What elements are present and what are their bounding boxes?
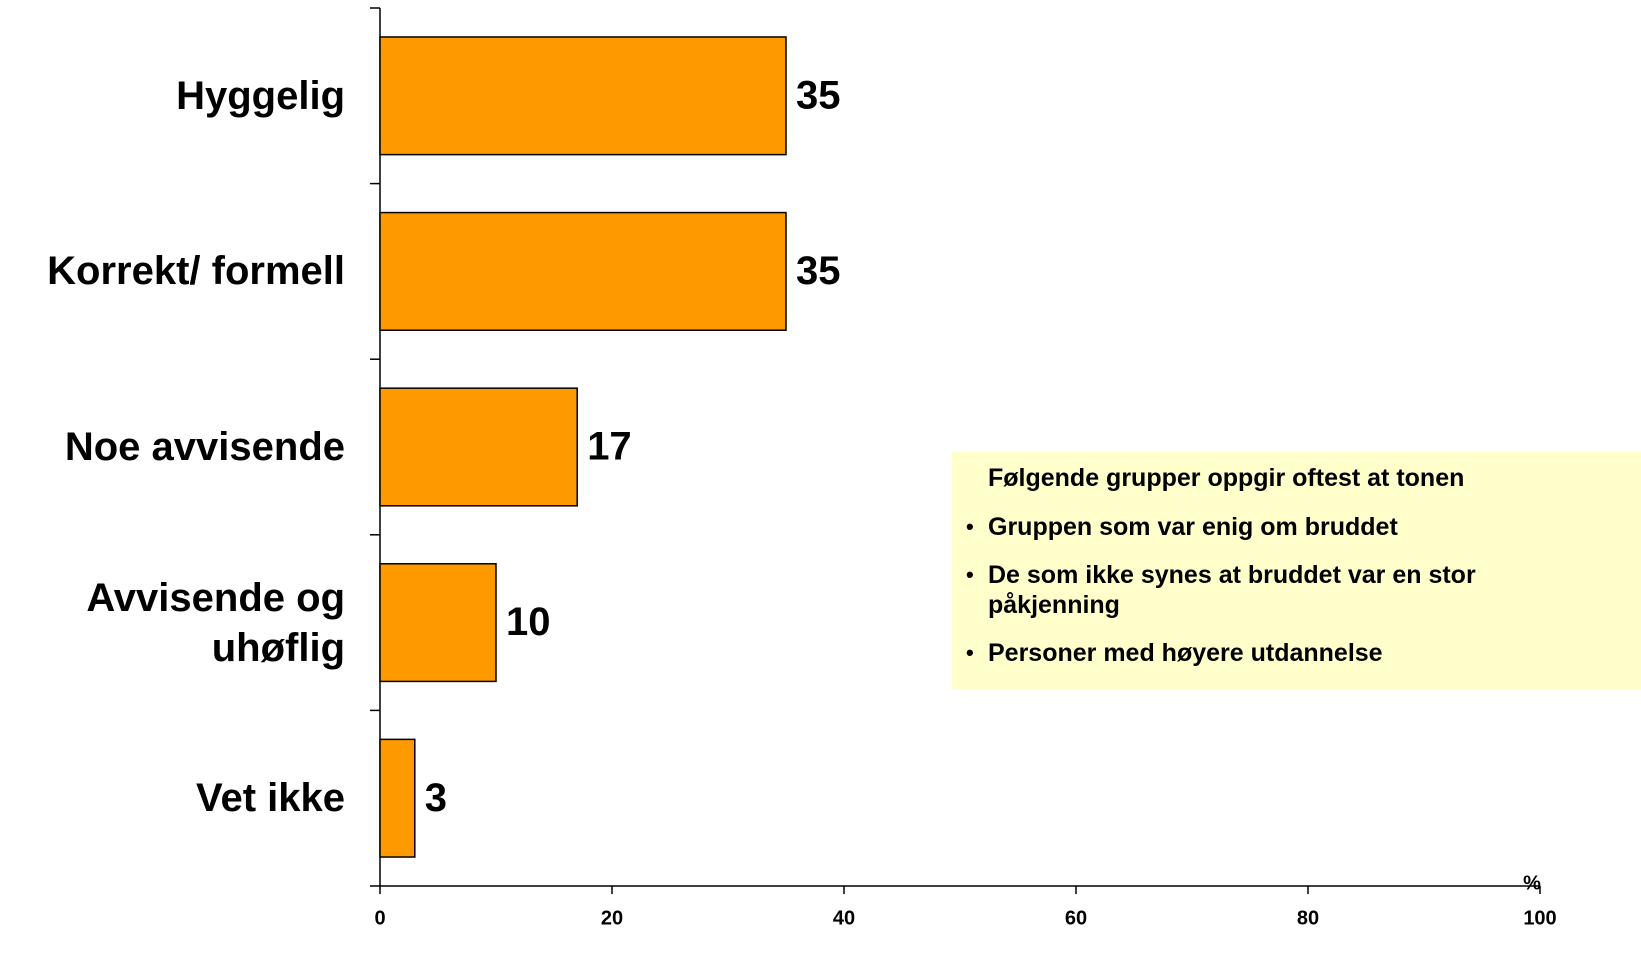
bar — [379, 36, 787, 156]
x-tick-label: 40 — [833, 907, 855, 929]
value-label: 10 — [506, 600, 551, 644]
x-tick-label: 60 — [1065, 907, 1087, 929]
bar — [379, 387, 578, 507]
x-tick-label: 80 — [1297, 907, 1319, 929]
annotation-item: Gruppen som var enig om bruddet — [966, 512, 1566, 542]
bar — [379, 211, 787, 331]
annotation-item: De som ikke synes at bruddet var en stor… — [966, 560, 1566, 620]
annotation-item: Personer med høyere utdannelse — [966, 638, 1566, 668]
category-label: Vet ikke — [195, 776, 345, 821]
x-unit: % — [1523, 872, 1541, 894]
x-tick-label: 100 — [1523, 907, 1556, 929]
category-label: Noe avvisende — [64, 425, 345, 469]
category-label: Korrekt/ formell — [47, 249, 345, 294]
annotation-title: Følgende grupper oppgir oftest at tonen — [988, 464, 1465, 492]
bar — [379, 563, 497, 683]
value-label: 35 — [796, 249, 841, 293]
category-label: Avvisende og uhøflig — [86, 575, 345, 670]
annotation-list: Gruppen som var enig om bruddet De som ik… — [966, 512, 1566, 686]
value-label: 17 — [587, 425, 632, 469]
value-label: 3 — [425, 776, 447, 820]
x-tick-label: 0 — [374, 907, 385, 929]
bar — [379, 738, 416, 858]
category-label: Hyggelig — [176, 73, 345, 118]
annotation-box: Følgende grupper oppgir oftest at tonen … — [952, 452, 1641, 690]
x-tick-label: 20 — [601, 907, 623, 929]
value-label: 35 — [796, 73, 841, 117]
